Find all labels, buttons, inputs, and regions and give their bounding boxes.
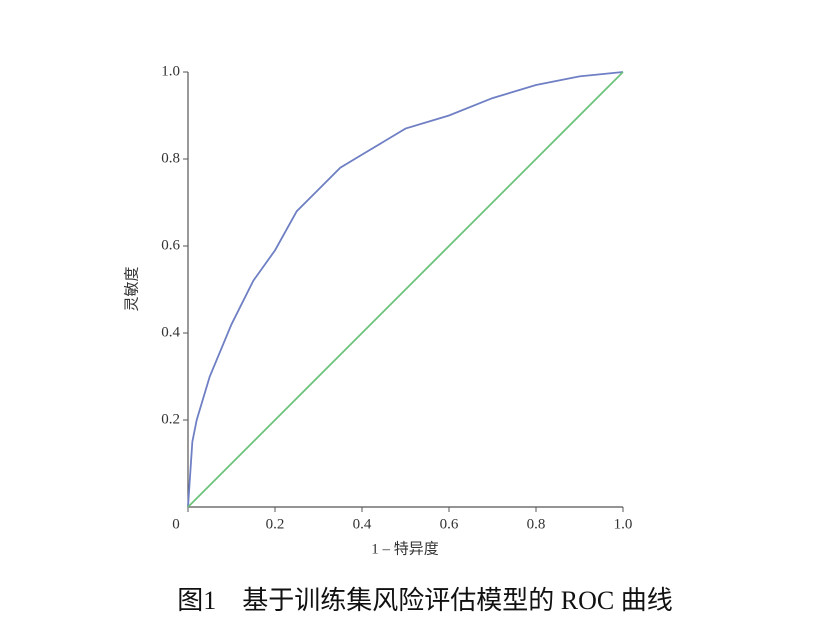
y-tick-label: 0.2: [161, 411, 180, 427]
x-tick-label: 0: [172, 516, 180, 532]
roc-line: [187, 71, 624, 508]
x-tick-label: 0.8: [527, 516, 546, 532]
y-axis-label: 灵敏度: [123, 266, 140, 311]
x-axis-label: 1 – 特异度: [371, 540, 439, 557]
y-tick-label: 0.4: [161, 324, 180, 340]
roc-line: [187, 71, 624, 508]
x-tick-label: 0.6: [440, 516, 459, 532]
x-tick-label: 0.2: [266, 516, 285, 532]
y-tick-label: 0.8: [161, 150, 180, 166]
x-tick-label: 1.0: [614, 516, 633, 532]
y-tick-label: 1.0: [161, 63, 180, 79]
y-tick-label: 0.6: [161, 237, 180, 253]
x-tick-label: 0.4: [353, 516, 372, 532]
caption: 图1 基于训练集风险评估模型的 ROC 曲线: [177, 586, 672, 615]
